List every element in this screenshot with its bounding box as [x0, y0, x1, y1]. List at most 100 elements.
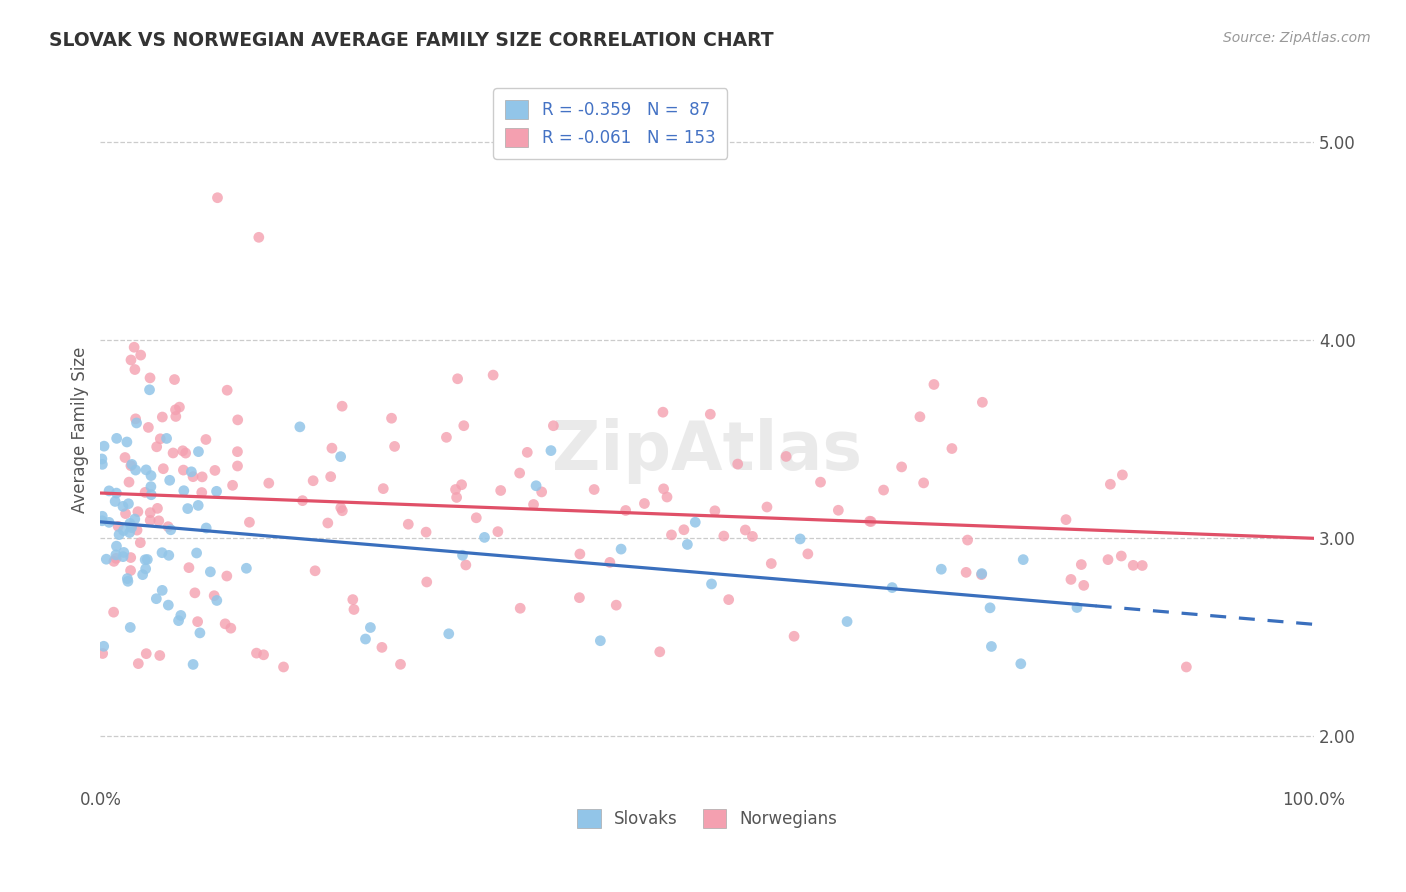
Point [124, 512, 146, 526]
Point [190, 485, 212, 500]
Point [117, 572, 139, 586]
Point [568, 591, 591, 605]
Point [371, 640, 394, 655]
Point [396, 517, 419, 532]
Point [131, 567, 153, 582]
Point [516, 445, 538, 459]
Point [444, 483, 467, 497]
Point [174, 446, 197, 460]
Point [165, 402, 187, 417]
Point [700, 577, 723, 591]
Point [912, 475, 935, 490]
Point [247, 230, 270, 244]
Point [226, 413, 249, 427]
Point [568, 547, 591, 561]
Point [112, 545, 135, 559]
Point [703, 504, 725, 518]
Point [979, 600, 1001, 615]
Point [159, 523, 181, 537]
Point [148, 514, 170, 528]
Point [114, 450, 136, 465]
Point [509, 466, 531, 480]
Point [200, 565, 222, 579]
Point [389, 657, 412, 672]
Point [90, 452, 112, 467]
Point [648, 645, 671, 659]
Point [929, 562, 952, 576]
Point [359, 620, 381, 634]
Point [980, 640, 1002, 654]
Point [1097, 552, 1119, 566]
Point [177, 501, 200, 516]
Point [238, 515, 260, 529]
Point [652, 405, 675, 419]
Point [1111, 467, 1133, 482]
Point [105, 431, 128, 445]
Point [91, 647, 114, 661]
Point [181, 469, 204, 483]
Point [245, 646, 267, 660]
Point [139, 513, 162, 527]
Point [145, 591, 167, 606]
Point [134, 553, 156, 567]
Text: ZipAtlas: ZipAtlas [553, 417, 862, 483]
Point [120, 550, 142, 565]
Point [972, 395, 994, 409]
Point [599, 555, 621, 569]
Point [157, 519, 180, 533]
Point [789, 532, 811, 546]
Point [319, 469, 342, 483]
Point [1099, 477, 1122, 491]
Point [956, 533, 979, 547]
Point [330, 504, 353, 518]
Point [436, 430, 458, 444]
Point [890, 459, 912, 474]
Point [146, 501, 169, 516]
Point [214, 616, 236, 631]
Point [257, 476, 280, 491]
Point [169, 400, 191, 414]
Point [191, 470, 214, 484]
Point [717, 592, 740, 607]
Point [291, 493, 314, 508]
Point [124, 463, 146, 477]
Point [118, 516, 141, 531]
Point [98, 483, 121, 498]
Point [1012, 552, 1035, 566]
Point [136, 552, 159, 566]
Point [941, 442, 963, 456]
Point [882, 581, 904, 595]
Point [416, 574, 439, 589]
Point [117, 574, 139, 589]
Text: Source: ZipAtlas.com: Source: ZipAtlas.com [1223, 31, 1371, 45]
Point [204, 463, 226, 477]
Point [380, 411, 402, 425]
Point [1070, 558, 1092, 572]
Point [316, 516, 339, 530]
Point [859, 515, 882, 529]
Point [235, 561, 257, 575]
Point [120, 564, 142, 578]
Point [661, 528, 683, 542]
Point [184, 586, 207, 600]
Point [970, 567, 993, 582]
Point [741, 529, 763, 543]
Point [610, 542, 633, 557]
Point [329, 450, 352, 464]
Point [157, 549, 180, 563]
Point [129, 535, 152, 549]
Point [217, 383, 239, 397]
Point [188, 626, 211, 640]
Point [114, 507, 136, 521]
Point [159, 473, 181, 487]
Point [125, 416, 148, 430]
Point [1175, 660, 1198, 674]
Point [141, 488, 163, 502]
Point [226, 444, 249, 458]
Point [252, 648, 274, 662]
Point [135, 562, 157, 576]
Point [107, 519, 129, 533]
Point [797, 547, 820, 561]
Point [180, 465, 202, 479]
Point [202, 589, 225, 603]
